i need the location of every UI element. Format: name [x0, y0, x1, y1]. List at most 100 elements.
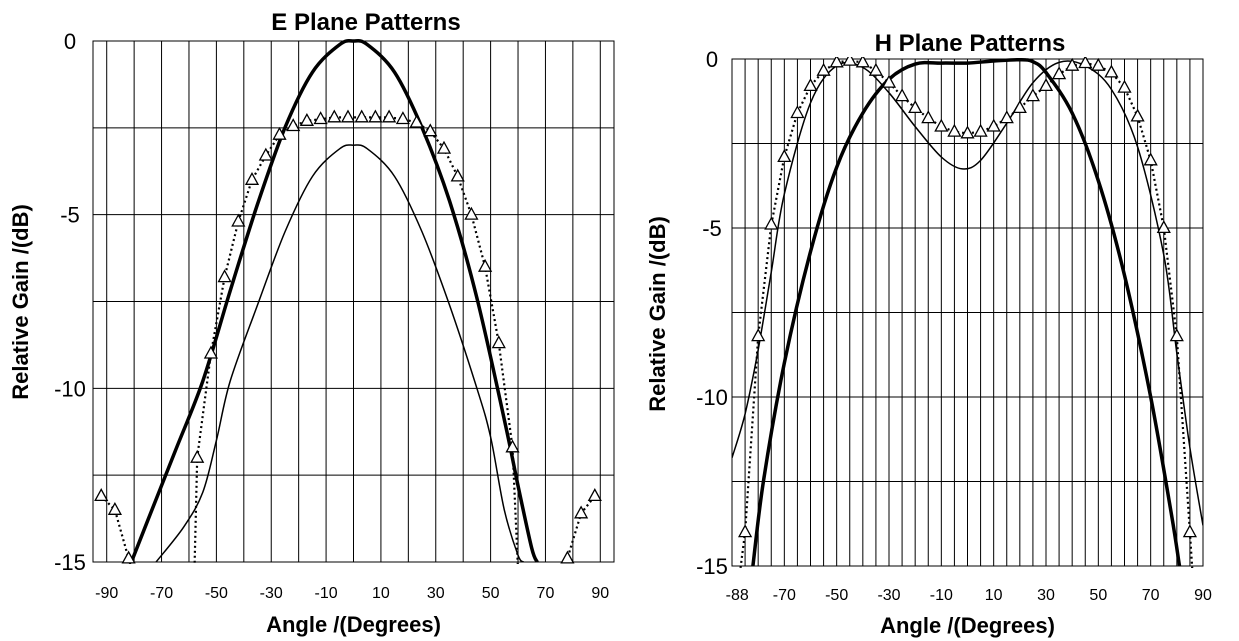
e-plane-triangle-marker	[478, 258, 493, 272]
e-plane-x-axis-label: Angle /(Degrees)	[266, 612, 441, 637]
h-plane-triangle-marker	[777, 149, 792, 163]
h-plane-triangle-marker	[895, 88, 910, 102]
e-plane-triangle-marker	[354, 109, 369, 123]
e-plane-triangle-marker	[505, 439, 520, 453]
h-plane-triangle-marker	[960, 125, 975, 139]
e-plane-x-tick-label: 10	[372, 585, 390, 602]
h-plane-triangle-marker	[738, 524, 753, 538]
h-plane-triangle-marker	[1012, 100, 1027, 114]
e-plane-triangle-marker	[450, 168, 465, 182]
h-plane-triangle-marker	[986, 118, 1001, 132]
h-plane-triangle-marker	[947, 123, 962, 137]
h-plane-triangle-marker	[921, 110, 936, 124]
e-plane-x-tick-label: -70	[150, 585, 173, 602]
e-plane-triangle-marker	[574, 505, 589, 519]
e-plane-x-tick-label: -90	[95, 585, 118, 602]
e-plane-triangle-marker	[272, 126, 287, 140]
h-plane-triangle-marker	[934, 118, 949, 132]
e-plane-triangle-marker	[409, 114, 424, 128]
h-plane-x-tick-label: 30	[1037, 587, 1055, 604]
e-plane-x-tick-label: -10	[315, 585, 338, 602]
h-plane-triangle-marker	[1156, 220, 1171, 234]
e-plane-triangle-marker	[382, 109, 397, 123]
e-plane-x-tick-label: -30	[260, 585, 283, 602]
e-plane-triangle-marker	[258, 147, 273, 161]
e-plane-triangle-marker	[491, 335, 506, 349]
e-plane-triangle-marker	[244, 171, 260, 185]
e-plane-y-axis-label: Relative Gain /(dB)	[8, 204, 33, 400]
h-plane-triangle-marker	[803, 78, 818, 92]
e-plane-triangle-marker	[94, 488, 109, 502]
h-plane-chart: 0 -5 -10 -15 -88 -70 -50 -30 -10 10 30 50 70 90 H Plan…	[645, 30, 1212, 638]
h-plane-triangle-marker	[1130, 108, 1145, 122]
h-plane-y-tick-label: 0	[706, 47, 718, 72]
h-plane-x-tick-label: -70	[773, 587, 796, 604]
e-plane-triangle-marker	[286, 118, 301, 132]
h-plane-triangle-marker	[999, 110, 1014, 124]
e-plane-measured-line	[100, 116, 596, 564]
e-plane-triangle-marker	[340, 109, 356, 123]
h-plane-triangle-marker	[1091, 57, 1106, 71]
h-plane-x-axis-label: Angle /(Degrees)	[880, 613, 1055, 638]
e-plane-y-tick-label: -15	[54, 550, 86, 575]
h-plane-plot-frame	[731, 58, 1204, 567]
h-plane-triangle-marker	[816, 62, 831, 76]
e-plane-triangle-marker	[368, 109, 383, 123]
e-plane-triangle-marker	[313, 111, 328, 125]
h-plane-x-tick-label: -88	[726, 587, 749, 604]
e-plane-chart: 0 -5 -10 -15 -90 -70 -50 -30 -10 10 30 50 70 90 E Plan…	[8, 9, 615, 637]
h-plane-triangle-marker	[881, 74, 897, 88]
h-plane-triangle-marker	[908, 100, 923, 114]
h-plane-triangle-marker	[842, 57, 857, 66]
e-plane-thin-curve	[155, 144, 525, 563]
e-plane-triangle-marker	[190, 449, 205, 463]
h-plane-triangle-marker	[868, 62, 883, 76]
e-plane-triangle-marker	[217, 269, 232, 283]
h-plane-series-group	[732, 57, 1203, 568]
h-plane-x-tick-label: 10	[985, 587, 1003, 604]
h-plane-x-tick-label: 90	[1194, 587, 1212, 604]
e-plane-triangle-marker	[464, 206, 479, 220]
e-plane-triangle-marker	[107, 501, 122, 515]
h-plane-triangle-marker	[764, 216, 779, 230]
h-plane-x-tick-label: -50	[825, 587, 848, 604]
h-plane-thin-curve	[732, 60, 1203, 526]
h-plane-triangle-marker	[1025, 88, 1040, 102]
e-plane-triangle-marker	[231, 213, 246, 227]
h-plane-triangle-marker	[1182, 524, 1197, 538]
h-plane-triangle-marker	[751, 328, 766, 342]
h-plane-triangle-marker	[1052, 66, 1067, 80]
e-plane-thick-curve	[129, 39, 539, 563]
h-plane-triangle-marker	[1065, 57, 1080, 71]
h-plane-title: H Plane Patterns	[875, 30, 1066, 57]
e-plane-x-tick-label: 50	[482, 585, 500, 602]
e-plane-series-group	[94, 39, 602, 564]
e-plane-gridlines	[93, 40, 614, 563]
h-plane-x-tick-label: 50	[1089, 587, 1107, 604]
e-plane-y-tick-label: -5	[60, 203, 80, 228]
e-plane-triangle-marker	[203, 345, 218, 359]
h-plane-x-tick-label: -10	[930, 587, 953, 604]
h-plane-y-tick-label: -15	[696, 554, 728, 579]
e-plane-triangle-marker	[299, 112, 314, 126]
e-plane-y-tick-label: 0	[64, 29, 76, 54]
h-plane-triangle-marker	[1104, 64, 1119, 78]
e-plane-x-tick-label: 90	[591, 585, 609, 602]
h-plane-y-tick-label: -10	[696, 385, 728, 410]
h-plane-y-axis-label: Relative Gain /(dB)	[645, 216, 670, 412]
e-plane-triangle-marker	[395, 111, 410, 125]
e-plane-x-tick-label: 30	[427, 585, 445, 602]
h-plane-triangle-marker	[1143, 152, 1158, 166]
h-plane-triangle-marker	[1078, 57, 1093, 69]
e-plane-title: E Plane Patterns	[271, 9, 460, 36]
h-plane-x-tick-label: 70	[1142, 587, 1160, 604]
e-plane-x-tick-label: -50	[205, 585, 228, 602]
h-plane-thick-curve	[751, 57, 1182, 567]
h-plane-triangle-marker	[829, 57, 844, 68]
e-plane-triangle-marker	[436, 140, 452, 154]
h-plane-x-tick-label: -30	[877, 587, 900, 604]
h-plane-triangle-marker	[973, 123, 988, 137]
e-plane-triangle-marker	[121, 550, 136, 564]
h-plane-triangle-marker	[855, 57, 870, 68]
